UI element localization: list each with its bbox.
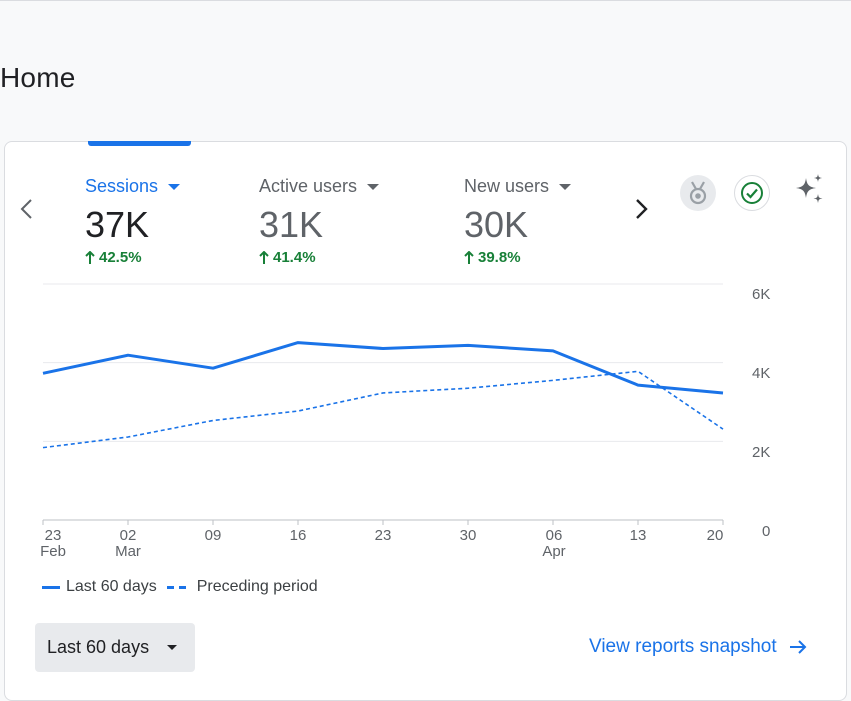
view-link-label: View reports snapshot xyxy=(589,636,777,657)
data-point xyxy=(637,370,639,372)
metric-label: Sessions xyxy=(85,175,159,196)
metric-tab-new-users[interactable]: New users 30K 39.8% xyxy=(464,174,572,266)
data-point xyxy=(382,348,384,350)
metric-change-value: 41.4% xyxy=(273,249,316,266)
sparkle-icon[interactable] xyxy=(794,174,826,211)
x-tick-label: 20 xyxy=(706,527,724,544)
y-tick-label: 6K xyxy=(752,286,771,303)
top-divider xyxy=(0,0,851,4)
caret-down-icon xyxy=(367,184,380,190)
arrow-up-icon xyxy=(464,250,474,264)
overview-card xyxy=(4,141,847,701)
x-tick-label: 23 Feb xyxy=(40,527,66,560)
x-tick-label: 09 xyxy=(204,527,222,544)
legend-swatch-solid xyxy=(42,585,60,589)
caret-down-icon xyxy=(559,184,572,190)
check-circle-icon[interactable] xyxy=(734,175,770,211)
legend-item-current: Last 60 days xyxy=(42,578,157,596)
legend-item-previous: Preceding period xyxy=(166,578,318,596)
y-tick-label: 0 xyxy=(762,523,771,540)
metric-change-value: 39.8% xyxy=(478,249,521,266)
legend-label: Preceding period xyxy=(196,578,318,595)
x-tick-label: 30 xyxy=(459,527,477,544)
metric-change: 41.4% xyxy=(259,249,379,266)
data-point xyxy=(382,392,384,394)
series-line-last-60-days xyxy=(42,341,724,395)
chevron-left-icon[interactable] xyxy=(18,198,36,225)
arrow-right-icon xyxy=(789,640,807,654)
data-point xyxy=(552,350,554,352)
data-point xyxy=(297,342,299,344)
data-point xyxy=(637,384,639,386)
data-point xyxy=(467,344,469,346)
date-range-dropdown[interactable]: Last 60 days xyxy=(35,623,195,672)
data-point xyxy=(42,447,44,449)
x-tick-label: 02 Mar xyxy=(115,527,141,560)
view-reports-snapshot-link[interactable]: View reports snapshot xyxy=(589,636,807,658)
metric-tab-active-users[interactable]: Active users 31K 41.4% xyxy=(259,174,380,266)
caret-down-icon xyxy=(167,645,177,650)
sessions-line-chart xyxy=(42,283,724,525)
y-tick-label: 4K xyxy=(752,365,771,382)
x-tick-label: 06 Apr xyxy=(542,527,566,560)
arrow-up-icon xyxy=(259,250,269,264)
data-point xyxy=(297,410,299,412)
metric-value: 37K xyxy=(85,204,150,245)
metric-value: 31K xyxy=(259,204,324,245)
x-tick-label: 16 xyxy=(289,527,307,544)
data-point xyxy=(127,436,129,438)
legend-label: Last 60 days xyxy=(66,578,157,595)
metric-change-value: 42.5% xyxy=(99,249,142,266)
date-range-label: Last 60 days xyxy=(47,637,150,657)
data-point xyxy=(467,387,469,389)
metric-label: Active users xyxy=(259,175,358,196)
metric-tab-sessions[interactable]: Sessions 37K 42.5% xyxy=(85,174,181,266)
y-tick-label: 2K xyxy=(752,444,771,461)
metric-value: 30K xyxy=(464,204,529,245)
data-point xyxy=(722,392,724,394)
arrow-up-icon xyxy=(85,250,95,264)
data-point xyxy=(212,419,214,421)
active-tab-indicator xyxy=(88,141,191,146)
series-line-preceding-period xyxy=(42,370,724,449)
data-point xyxy=(552,379,554,381)
chevron-right-icon[interactable] xyxy=(632,198,650,225)
data-point xyxy=(127,354,129,356)
legend-swatch-dashed xyxy=(166,585,189,589)
x-tick-label: 13 xyxy=(629,527,647,544)
page-title: Home xyxy=(0,62,76,93)
data-point xyxy=(722,428,724,430)
metric-change: 42.5% xyxy=(85,249,180,266)
metric-label: New users xyxy=(464,175,550,196)
chart-legend: Last 60 days Preceding period xyxy=(42,578,328,596)
x-tick-label: 23 xyxy=(374,527,392,544)
data-point xyxy=(42,372,44,374)
award-ribbon-icon[interactable] xyxy=(680,175,716,211)
caret-down-icon xyxy=(168,184,181,190)
data-point xyxy=(212,367,214,369)
metric-change: 39.8% xyxy=(464,249,571,266)
